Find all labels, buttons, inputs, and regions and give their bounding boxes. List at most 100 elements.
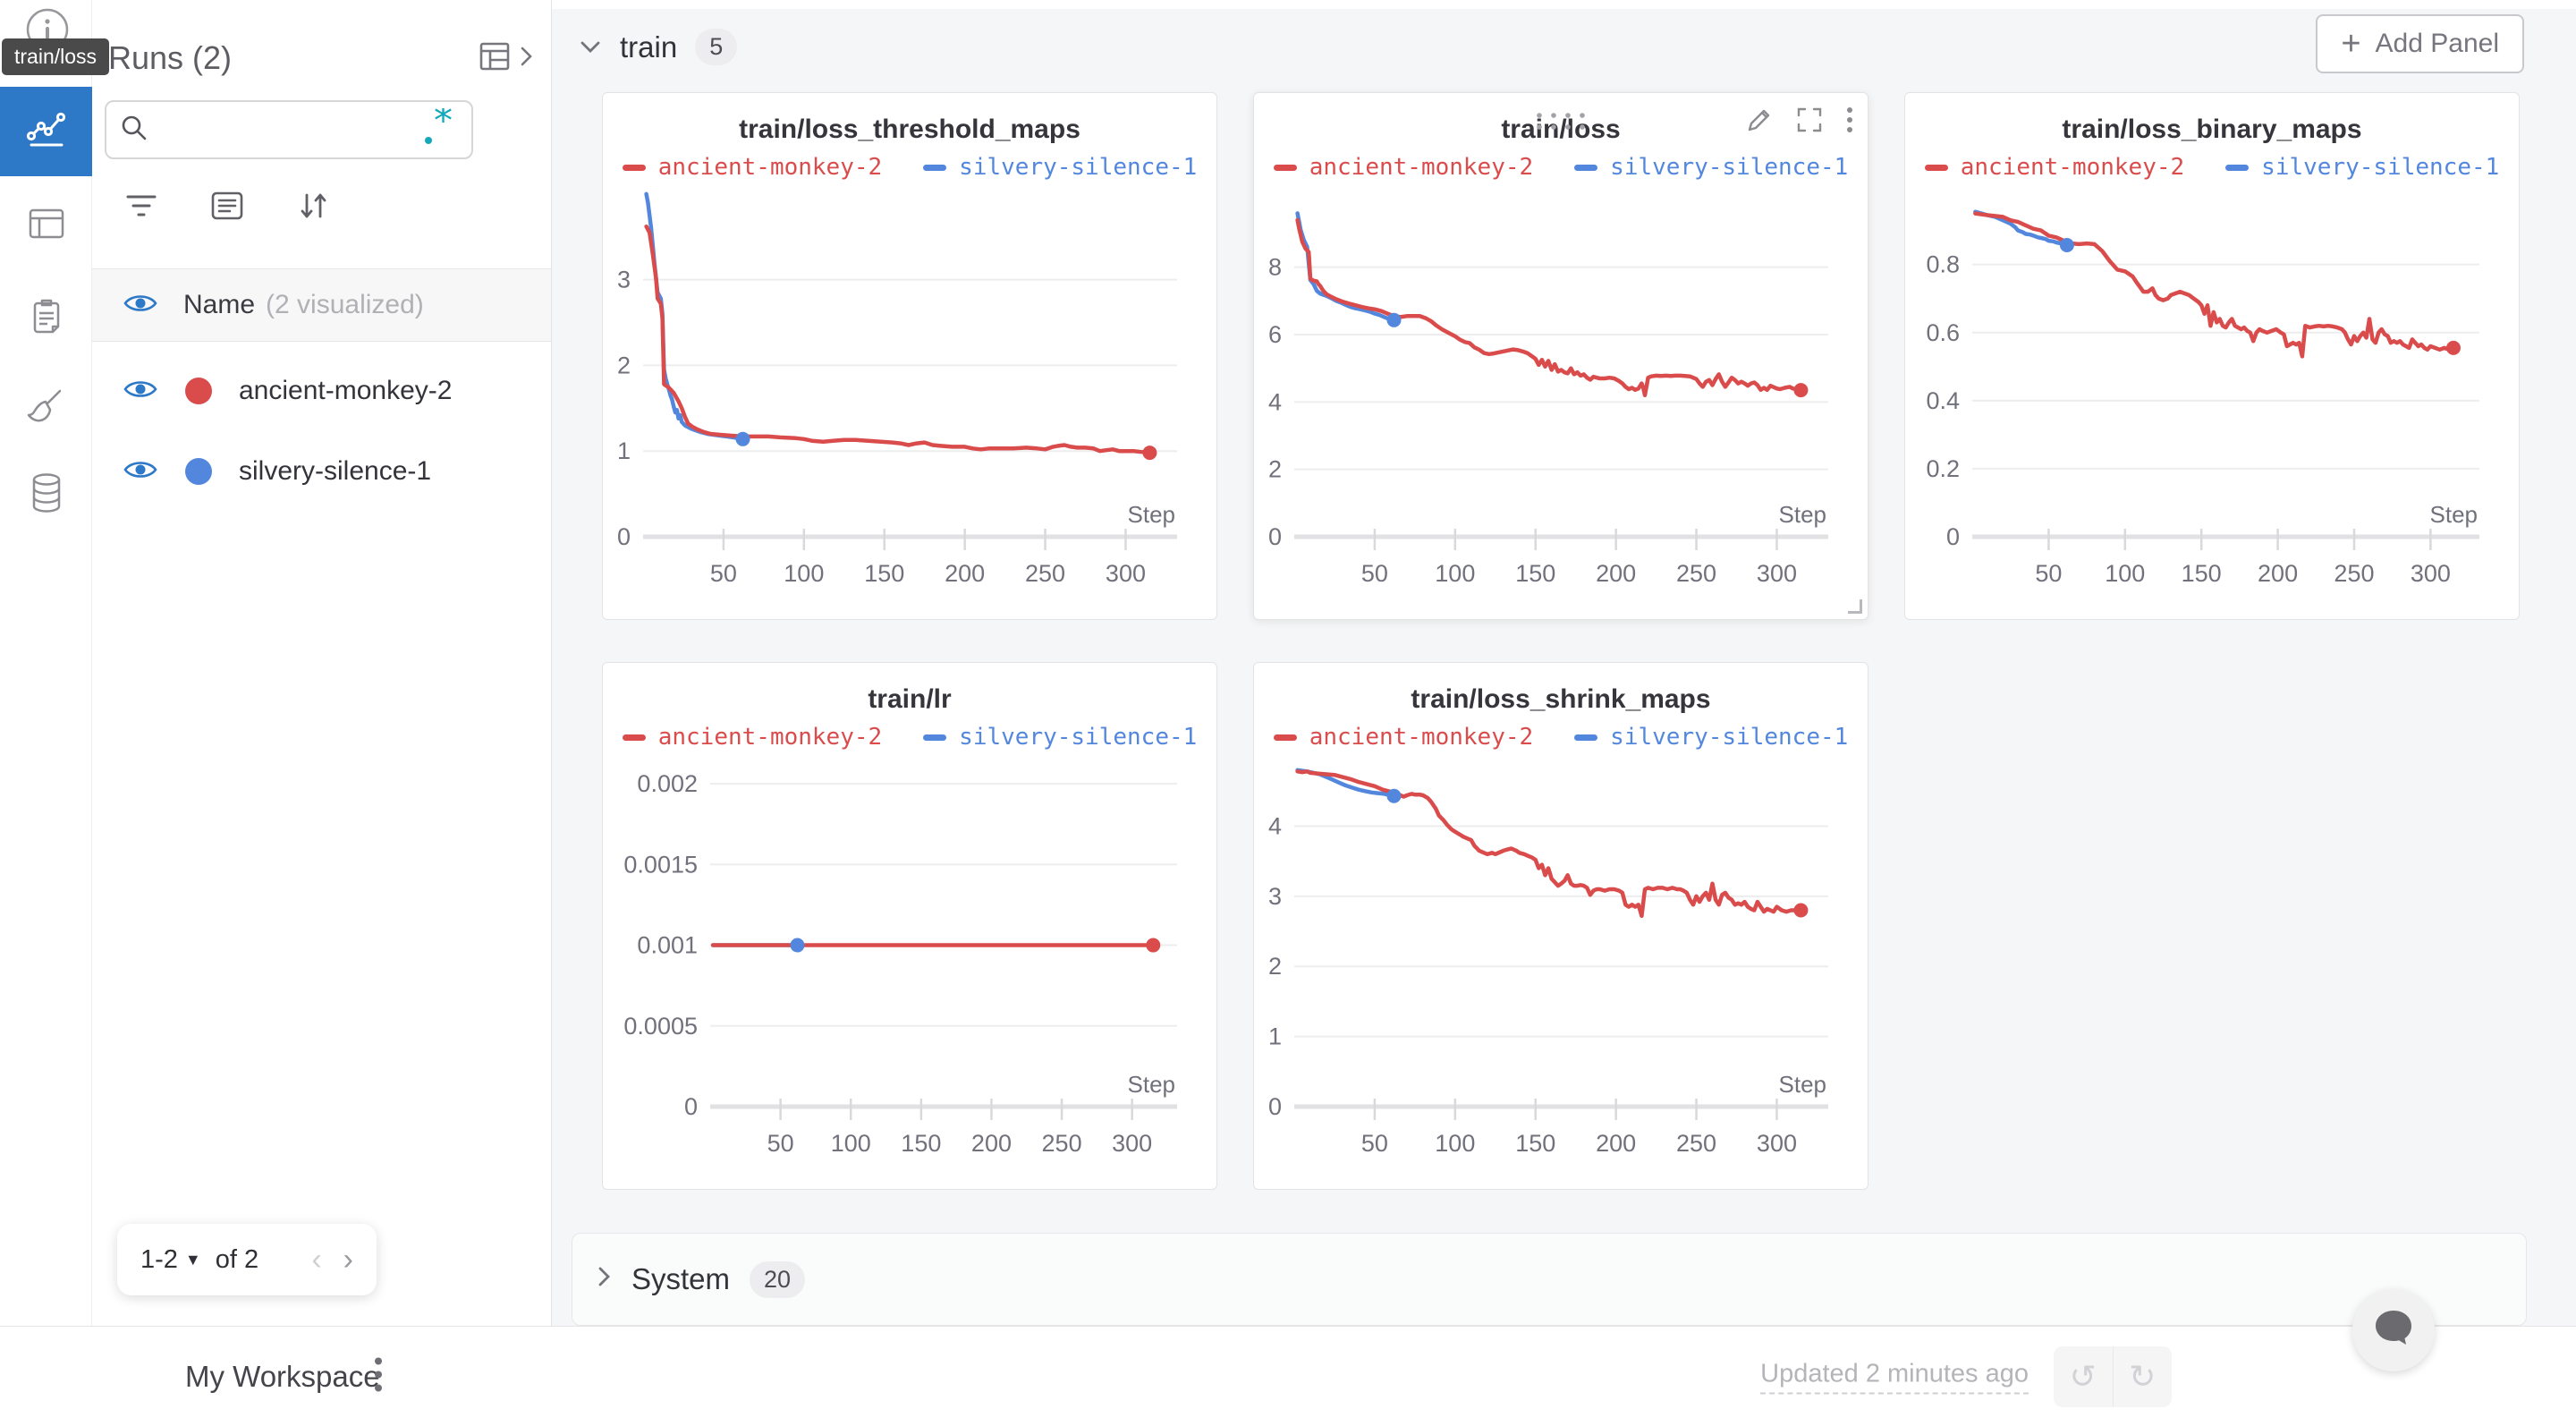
chat-bubble-icon bbox=[2370, 1306, 2417, 1355]
legend-item[interactable]: silvery-silence-1 bbox=[1574, 154, 1848, 181]
panel-count-badge: 5 bbox=[695, 29, 738, 65]
chevron-right-icon[interactable] bbox=[596, 1265, 612, 1294]
next-page-button[interactable]: › bbox=[343, 1242, 353, 1277]
prev-page-button[interactable]: ‹ bbox=[311, 1242, 322, 1277]
run-color-dot[interactable] bbox=[185, 378, 212, 404]
legend-item[interactable]: ancient-monkey-2 bbox=[1273, 724, 1534, 751]
run-name[interactable]: silvery-silence-1 bbox=[239, 456, 432, 486]
chart-legend: ancient-monkey-2 silvery-silence-1 bbox=[1254, 154, 1868, 181]
drag-handle-icon[interactable] bbox=[1532, 109, 1589, 137]
nav-sweeps[interactable] bbox=[0, 363, 92, 453]
legend-run-name: silvery-silence-1 bbox=[1610, 154, 1849, 181]
undo-icon[interactable]: ↺ bbox=[2069, 1357, 2097, 1395]
chat-bubble-button[interactable] bbox=[2352, 1289, 2435, 1371]
run-name[interactable]: ancient-monkey-2 bbox=[239, 376, 453, 405]
svg-text:Step: Step bbox=[1128, 1071, 1176, 1098]
redo-icon[interactable]: ↻ bbox=[2112, 1345, 2173, 1407]
expand-runs-table-button[interactable] bbox=[478, 38, 535, 79]
svg-text:0.6: 0.6 bbox=[1926, 319, 1960, 346]
nav-artifacts[interactable] bbox=[0, 450, 92, 539]
edit-panel-icon[interactable] bbox=[1746, 106, 1773, 138]
chart-panel-train-loss-shrink-maps[interactable]: train/loss_shrink_maps ancient-monkey-2 si… bbox=[1253, 662, 1868, 1190]
svg-text:150: 150 bbox=[1515, 1130, 1555, 1157]
chevron-down-icon[interactable] bbox=[579, 33, 602, 61]
workspace-name[interactable]: My Workspace bbox=[185, 1359, 380, 1393]
nav-panels[interactable] bbox=[0, 181, 92, 270]
svg-text:300: 300 bbox=[1112, 1130, 1152, 1157]
svg-text:150: 150 bbox=[1515, 560, 1555, 587]
svg-text:100: 100 bbox=[2105, 560, 2145, 587]
main-top-strip bbox=[552, 0, 2576, 9]
svg-text:4: 4 bbox=[1268, 388, 1282, 415]
chart-panel-train-loss-threshold-maps[interactable]: train/loss_threshold_maps ancient-monkey-… bbox=[602, 92, 1217, 620]
run-search: * bbox=[105, 98, 473, 159]
regex-toggle-icon[interactable]: * bbox=[421, 98, 459, 152]
chart-plot[interactable]: 0 1 2 3 50 100 150 200 250 300 Step bbox=[603, 182, 1216, 601]
nav-reports[interactable] bbox=[0, 274, 92, 363]
run-row-silvery-silence-1[interactable]: silvery-silence-1 bbox=[92, 431, 551, 512]
kebab-menu-icon[interactable] bbox=[374, 1355, 383, 1397]
filter-icon[interactable] bbox=[124, 191, 158, 225]
group-icon[interactable] bbox=[210, 191, 244, 225]
legend-dash-icon bbox=[2225, 164, 2250, 171]
svg-text:300: 300 bbox=[1757, 1130, 1797, 1157]
chart-panel-train-loss[interactable]: train/loss ancient-monkey-2 silvery-silenc… bbox=[1253, 92, 1868, 620]
legend-dash-icon bbox=[622, 734, 646, 741]
legend-item[interactable]: ancient-monkey-2 bbox=[1273, 154, 1533, 181]
chart-plot[interactable]: 0 2 4 6 8 50 100 150 200 250 300 Step bbox=[1254, 182, 1868, 601]
svg-text:8: 8 bbox=[1268, 254, 1282, 281]
run-search-input[interactable] bbox=[158, 115, 421, 144]
nav-workspace-charts[interactable] bbox=[0, 87, 92, 176]
chart-plot[interactable]: 0 1 2 3 4 50 100 150 200 250 300 Step bbox=[1254, 752, 1868, 1171]
svg-text:0.002: 0.002 bbox=[637, 770, 698, 797]
svg-text:2: 2 bbox=[1268, 456, 1282, 483]
svg-text:100: 100 bbox=[831, 1130, 871, 1157]
sort-icon[interactable] bbox=[296, 190, 332, 226]
nav-rail bbox=[0, 0, 92, 1326]
svg-text:200: 200 bbox=[1596, 560, 1636, 587]
svg-text:100: 100 bbox=[784, 560, 824, 587]
legend-item[interactable]: silvery-silence-1 bbox=[2225, 154, 2499, 181]
chart-panel-train-lr[interactable]: train/lr ancient-monkey-2 silvery-silence-… bbox=[602, 662, 1217, 1190]
legend-item[interactable]: silvery-silence-1 bbox=[1574, 724, 1848, 751]
page-total-label: of 2 bbox=[215, 1244, 259, 1274]
tooltip: train/loss bbox=[2, 38, 110, 75]
legend-run-name: ancient-monkey-2 bbox=[1309, 724, 1534, 751]
line-chart-icon bbox=[23, 106, 70, 157]
svg-text:0: 0 bbox=[617, 523, 631, 550]
fullscreen-icon[interactable] bbox=[1796, 106, 1823, 138]
svg-text:300: 300 bbox=[1757, 560, 1797, 587]
page-range-dropdown[interactable]: 1-2 ▼ bbox=[140, 1244, 201, 1274]
train-section-header[interactable]: train 5 bbox=[579, 29, 738, 65]
svg-text:250: 250 bbox=[1676, 1130, 1716, 1157]
updated-timestamp[interactable]: Updated 2 minutes ago bbox=[1760, 1359, 2029, 1394]
footer-bar: My Workspace Updated 2 minutes ago ↺ ↻ bbox=[0, 1289, 2576, 1426]
chart-panel-train-loss-binary-maps[interactable]: train/loss_binary_maps ancient-monkey-2 si… bbox=[1904, 92, 2520, 620]
visibility-all-icon[interactable] bbox=[123, 291, 158, 320]
legend-run-name: silvery-silence-1 bbox=[959, 724, 1198, 751]
chart-title: train/loss bbox=[1501, 115, 1621, 144]
panel-resize-handle[interactable] bbox=[1848, 599, 1862, 614]
svg-text:Step: Step bbox=[2430, 501, 2479, 528]
legend-item[interactable]: silvery-silence-1 bbox=[923, 724, 1197, 751]
legend-dash-icon bbox=[1574, 734, 1598, 741]
svg-text:300: 300 bbox=[2411, 560, 2451, 587]
chart-plot[interactable]: 0 0.2 0.4 0.6 0.8 50 100 150 200 250 300 Step bbox=[1905, 182, 2519, 601]
legend-item[interactable]: ancient-monkey-2 bbox=[622, 154, 882, 181]
legend-item[interactable]: ancient-monkey-2 bbox=[622, 724, 882, 751]
run-color-dot[interactable] bbox=[185, 458, 212, 485]
add-panel-button[interactable]: + Add Panel bbox=[2316, 14, 2524, 73]
svg-text:3: 3 bbox=[617, 267, 631, 293]
panel-menu-kebab-icon[interactable] bbox=[1846, 106, 1853, 139]
svg-text:200: 200 bbox=[1596, 1130, 1636, 1157]
svg-text:Step: Step bbox=[1128, 501, 1176, 528]
visibility-eye-icon[interactable] bbox=[123, 377, 158, 406]
chart-plot[interactable]: 0 0.0005 0.001 0.0015 0.002 50 100 150 200 250 300… bbox=[603, 752, 1216, 1171]
system-section-header[interactable]: System 20 bbox=[596, 1234, 806, 1325]
visibility-eye-icon[interactable] bbox=[123, 457, 158, 487]
run-row-ancient-monkey-2[interactable]: ancient-monkey-2 bbox=[92, 351, 551, 431]
plus-icon: + bbox=[2341, 24, 2361, 63]
legend-item[interactable]: ancient-monkey-2 bbox=[1924, 154, 2184, 181]
legend-item[interactable]: silvery-silence-1 bbox=[923, 154, 1197, 181]
clipboard-icon bbox=[25, 295, 68, 343]
